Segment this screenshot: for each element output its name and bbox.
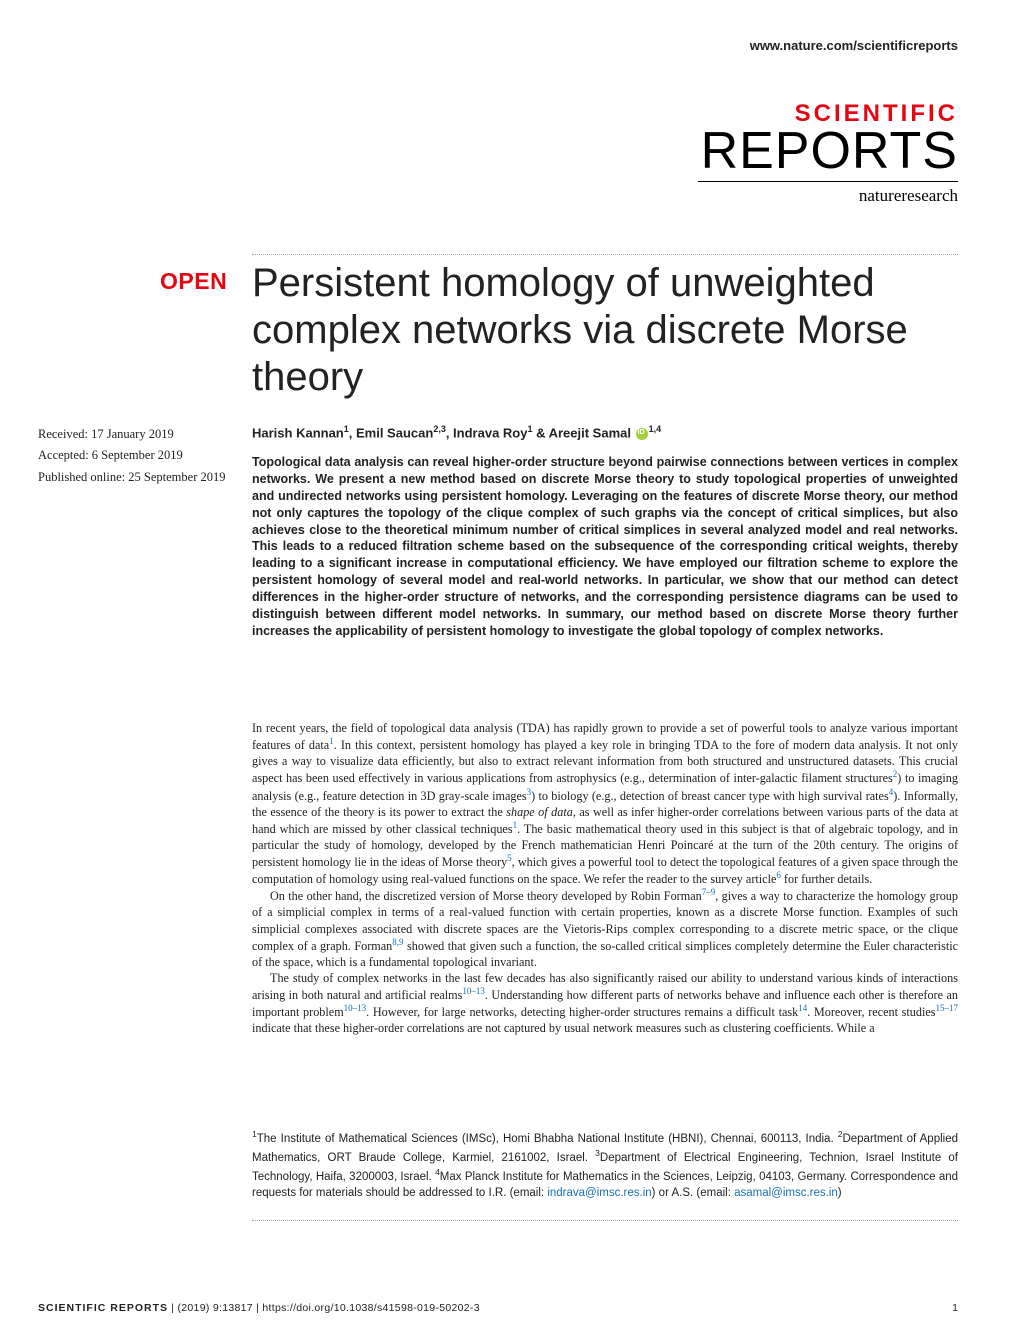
affiliations-bottom-rule	[252, 1220, 958, 1221]
journal-logo: SCIENTIFIC REPORTS natureresearch	[698, 100, 958, 206]
published-date: Published online: 25 September 2019	[38, 467, 238, 488]
footer-page-number: 1	[952, 1302, 958, 1314]
logo-natureresearch: natureresearch	[698, 186, 958, 206]
logo-word-reports: REPORTS	[698, 128, 958, 175]
footer-citation-text: | (2019) 9:13817 | https://doi.org/10.10…	[171, 1302, 480, 1314]
body-paragraph-2: On the other hand, the discretized versi…	[252, 887, 958, 970]
page-footer: SCIENTIFIC REPORTS | (2019) 9:13817 | ht…	[38, 1302, 958, 1314]
footer-journal-name: SCIENTIFIC REPORTS	[38, 1302, 168, 1314]
article-title: Persistent homology of unweighted comple…	[252, 260, 958, 402]
received-date: Received: 17 January 2019	[38, 424, 238, 445]
footer-citation: SCIENTIFIC REPORTS | (2019) 9:13817 | ht…	[38, 1302, 480, 1314]
journal-url[interactable]: www.nature.com/scientificreports	[750, 38, 958, 53]
affiliations: 1The Institute of Mathematical Sciences …	[252, 1128, 958, 1202]
title-top-rule	[252, 254, 958, 255]
article-body: In recent years, the field of topologica…	[252, 720, 958, 1036]
open-access-badge: OPEN	[160, 268, 227, 295]
body-paragraph-1: In recent years, the field of topologica…	[252, 720, 958, 887]
accepted-date: Accepted: 6 September 2019	[38, 445, 238, 466]
author-list: Harish Kannan1, Emil Saucan2,3, Indrava …	[252, 424, 958, 440]
logo-divider	[698, 181, 958, 182]
article-dates: Received: 17 January 2019 Accepted: 6 Se…	[38, 424, 238, 488]
abstract-text: Topological data analysis can reveal hig…	[252, 454, 958, 640]
body-paragraph-3: The study of complex networks in the las…	[252, 970, 958, 1037]
